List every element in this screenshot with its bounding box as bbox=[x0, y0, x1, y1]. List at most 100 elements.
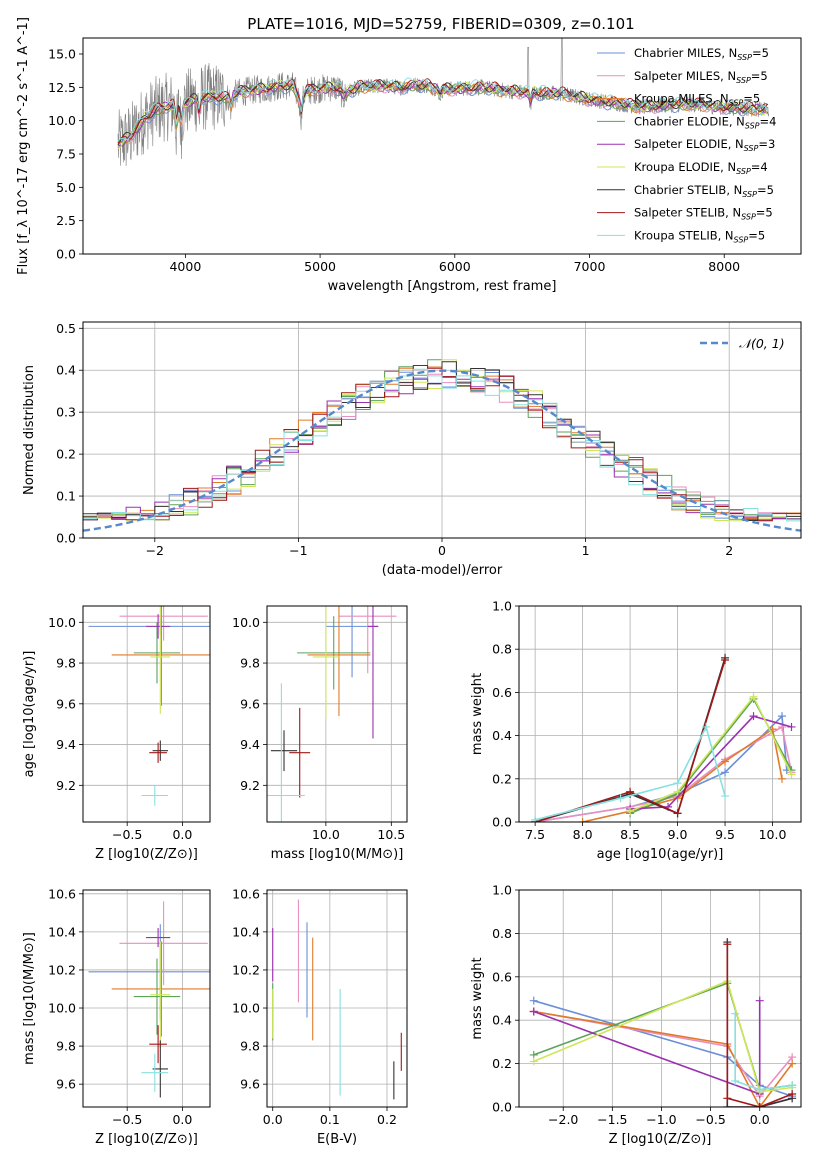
errorbar-point bbox=[149, 1025, 167, 1064]
plot-area-residuals bbox=[83, 359, 801, 532]
legend-label: Kroupa MILES, NSSP=5 bbox=[634, 92, 760, 108]
weight-marker bbox=[721, 757, 730, 766]
axes-frame bbox=[82, 321, 802, 539]
y-tick-label: 0.6 bbox=[492, 969, 512, 984]
x-tick-label: −1.5 bbox=[597, 1112, 627, 1127]
weight-marker bbox=[529, 996, 538, 1005]
y-tick-label: 9.2 bbox=[240, 778, 260, 793]
axes-frame bbox=[518, 605, 802, 823]
panel-age_vs_Z: −0.5 0.0 9.2 9.4 9.6 9.8 10.0 Z [log10(Z/Z⊙)] ag… bbox=[22, 605, 211, 862]
figure-title: PLATE=1016, MJD=52759, FIBERID=0309, z=0… bbox=[247, 15, 634, 33]
errorbar-point bbox=[133, 622, 181, 684]
legend-label: Salpeter ELODIE, NSSP=3 bbox=[634, 137, 775, 153]
y-tick-label: 15.0 bbox=[48, 47, 76, 62]
weight-marker bbox=[578, 818, 587, 822]
weight-marker bbox=[749, 692, 758, 701]
errorbar-point bbox=[150, 941, 171, 1048]
weight-marker bbox=[755, 996, 764, 1005]
y-tick-label: 10.4 bbox=[232, 924, 260, 939]
weight-marker bbox=[721, 656, 730, 664]
y-tick-label: 10.0 bbox=[48, 615, 76, 630]
weight-marker bbox=[731, 1076, 740, 1085]
y-tick-label: 2.5 bbox=[56, 213, 76, 228]
y-tick-label: 10.0 bbox=[48, 113, 76, 128]
errorbar-point bbox=[149, 742, 167, 763]
y-tick-label: 0.8 bbox=[492, 926, 512, 941]
panel-spectrum: 4000 5000 6000 7000 8000 0.0 2.5 5.0 7.5 10.0 12.5… bbox=[16, 17, 802, 294]
weight-line bbox=[726, 944, 793, 1107]
weight-line bbox=[534, 725, 793, 822]
weight-marker bbox=[755, 1103, 764, 1107]
y-tick-label: 0.6 bbox=[492, 685, 512, 700]
weight-marker bbox=[723, 1094, 732, 1103]
y-axis-label: Flux [f_λ 10^-17 erg cm^-2 s^-1 A^-1] bbox=[16, 17, 31, 275]
y-tick-label: 0.5 bbox=[56, 321, 76, 336]
weight-marker bbox=[749, 712, 758, 721]
y-tick-label: 0.0 bbox=[492, 1100, 512, 1115]
y-tick-label: 0.3 bbox=[56, 405, 76, 420]
plot-area-mass_vs_EBV bbox=[272, 899, 402, 1100]
histogram-series bbox=[83, 368, 801, 522]
panel-massweight_vs_Z: −2.0 −1.5 −1.0 −0.5 0.0 0.0 0.2 0.4 0.6 0.8 1.0 Z [… bbox=[470, 883, 802, 1147]
x-tick-label: 8000 bbox=[708, 259, 740, 274]
y-tick-label: 10.4 bbox=[48, 924, 76, 939]
y-tick-label: 9.6 bbox=[240, 1077, 260, 1092]
y-tick-label: 5.0 bbox=[56, 180, 76, 195]
errorbar-point bbox=[267, 683, 305, 822]
errorbar-point bbox=[152, 740, 169, 761]
y-axis-label: Normed distribution bbox=[22, 365, 37, 495]
y-tick-label: 0.2 bbox=[492, 1056, 512, 1071]
weight-marker bbox=[673, 779, 682, 788]
x-tick-label: −2 bbox=[146, 543, 164, 558]
weight-line bbox=[533, 1010, 793, 1107]
errorbar-point bbox=[111, 606, 210, 706]
weight-marker bbox=[787, 722, 796, 731]
plot-area-age_vs_Z bbox=[88, 606, 210, 806]
plot-area-massweight_vs_age bbox=[531, 653, 796, 822]
weight-marker bbox=[723, 940, 732, 949]
y-tick-label: 10.6 bbox=[48, 886, 76, 901]
x-tick-label: 0.1 bbox=[320, 1112, 340, 1127]
legend-label: Kroupa STELIB, NSSP=5 bbox=[634, 228, 765, 244]
x-tick-label: 0 bbox=[438, 543, 446, 558]
x-tick-label: 7000 bbox=[574, 259, 606, 274]
normal-curve bbox=[83, 369, 801, 532]
x-axis-label: E(B-V) bbox=[317, 1132, 357, 1147]
x-axis-label: (data-model)/error bbox=[382, 563, 503, 578]
weight-marker bbox=[778, 712, 787, 721]
y-tick-label: 10.6 bbox=[232, 886, 260, 901]
plot-area-spectrum bbox=[117, 38, 769, 167]
legend-spectrum: Chabrier MILES, NSSP=5 Salpeter MILES, NS… bbox=[597, 46, 776, 244]
weight-marker bbox=[702, 722, 711, 731]
weight-marker bbox=[788, 1089, 797, 1098]
weight-marker bbox=[788, 1059, 797, 1068]
weight-marker bbox=[529, 1007, 538, 1016]
plot-area-mass_vs_Z bbox=[88, 901, 210, 1098]
weight-marker bbox=[723, 1103, 732, 1107]
weight-marker bbox=[778, 774, 787, 783]
x-tick-label: 0.0 bbox=[172, 827, 192, 842]
weight-marker bbox=[755, 1085, 764, 1094]
y-axis-label: mass weight bbox=[470, 673, 485, 755]
errorbar-point bbox=[119, 901, 208, 986]
histogram-series bbox=[83, 365, 801, 522]
weight-marker bbox=[673, 809, 682, 818]
x-tick-label: 9.0 bbox=[668, 827, 688, 842]
errorbar-point bbox=[119, 606, 208, 641]
data-spectrum-line bbox=[117, 38, 769, 167]
errorbar-point bbox=[307, 606, 371, 717]
panel-mass_vs_Z: −0.5 0.0 9.6 9.8 10.0 10.2 10.4 10.6 Z [log10(Z/… bbox=[22, 886, 211, 1147]
weight-line bbox=[629, 695, 793, 812]
y-tick-label: 0.0 bbox=[56, 531, 76, 546]
axes-frame bbox=[82, 889, 211, 1108]
y-tick-label: 0.2 bbox=[492, 771, 512, 786]
errorbar-point bbox=[145, 614, 171, 639]
y-tick-label: 10.0 bbox=[232, 1001, 260, 1016]
x-tick-label: 10.0 bbox=[312, 827, 340, 842]
legend-label: Kroupa ELODIE, NSSP=4 bbox=[634, 160, 768, 176]
model-spectrum-line bbox=[117, 77, 769, 142]
y-tick-label: 9.8 bbox=[56, 656, 76, 671]
axes-frame bbox=[518, 889, 802, 1108]
legend-label: Chabrier MILES, NSSP=5 bbox=[634, 46, 769, 62]
